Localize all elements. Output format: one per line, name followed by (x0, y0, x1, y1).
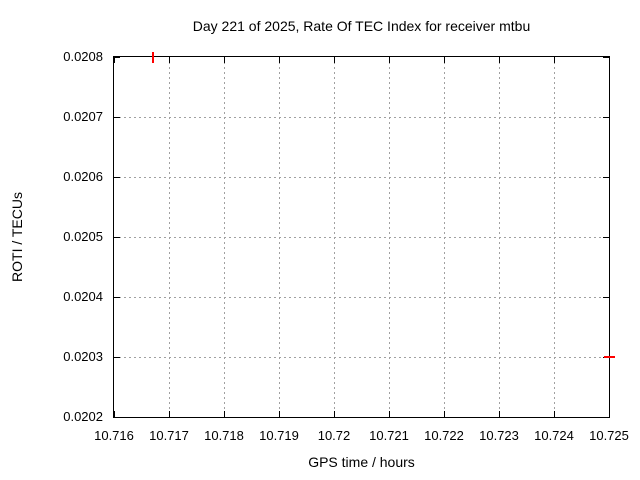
y-tick-label: 0.0204 (63, 289, 103, 304)
x-tick-mark-bottom (223, 411, 225, 417)
x-tick-mark-top (333, 57, 335, 63)
data-point-mark (603, 356, 615, 358)
y-tick-mark-left (114, 356, 120, 358)
y-gridline (114, 116, 609, 118)
x-tick-mark-top (113, 57, 115, 63)
y-gridline (114, 356, 609, 358)
x-tick-label: 10.725 (589, 428, 629, 443)
y-gridline (114, 296, 609, 298)
x-tick-label: 10.719 (259, 428, 299, 443)
y-tick-mark-right (603, 296, 609, 298)
x-tick-mark-bottom (388, 411, 390, 417)
y-tick-label: 0.0207 (63, 109, 103, 124)
y-tick-mark-left (114, 56, 120, 58)
x-tick-mark-bottom (168, 411, 170, 417)
x-tick-label: 10.721 (369, 428, 409, 443)
y-tick-label: 0.0203 (63, 349, 103, 364)
y-tick-mark-left (114, 116, 120, 118)
x-tick-mark-bottom (113, 411, 115, 417)
x-tick-mark-top (443, 57, 445, 63)
x-tick-mark-top (168, 57, 170, 63)
x-tick-mark-top (498, 57, 500, 63)
x-tick-label: 10.718 (204, 428, 244, 443)
y-tick-mark-right (603, 236, 609, 238)
x-axis-label: GPS time / hours (308, 454, 415, 470)
y-tick-mark-left (114, 236, 120, 238)
x-tick-mark-bottom (443, 411, 445, 417)
y-tick-mark-left (114, 296, 120, 298)
y-tick-mark-right (603, 116, 609, 118)
chart-title: Day 221 of 2025, Rate Of TEC Index for r… (192, 18, 531, 34)
x-tick-mark-top (278, 57, 280, 63)
y-gridline (114, 176, 609, 178)
x-tick-mark-top (553, 57, 555, 63)
y-tick-label: 0.0205 (63, 229, 103, 244)
x-tick-mark-bottom (553, 411, 555, 417)
x-tick-label: 10.723 (479, 428, 519, 443)
x-tick-label: 10.717 (149, 428, 189, 443)
y-tick-label: 0.0206 (63, 169, 103, 184)
x-tick-label: 10.716 (94, 428, 134, 443)
plot-area (113, 51, 615, 418)
y-gridline (114, 236, 609, 238)
x-tick-label: 10.722 (424, 428, 464, 443)
y-tick-mark-right (603, 176, 609, 178)
y-tick-label: 0.0202 (63, 409, 103, 424)
x-tick-mark-top (388, 57, 390, 63)
y-tick-label: 0.0208 (63, 49, 103, 64)
x-tick-mark-bottom (278, 411, 280, 417)
y-tick-mark-left (114, 176, 120, 178)
y-tick-mark-right (603, 416, 609, 418)
x-tick-mark-bottom (608, 411, 610, 417)
x-tick-mark-bottom (498, 411, 500, 417)
x-tick-mark-top (223, 57, 225, 63)
x-tick-label: 10.724 (534, 428, 574, 443)
x-tick-mark-top (608, 57, 610, 63)
y-tick-mark-left (114, 416, 120, 418)
y-tick-mark-right (603, 56, 609, 58)
x-tick-mark-bottom (333, 411, 335, 417)
data-point-mark (151, 51, 154, 63)
x-tick-label: 10.72 (317, 428, 351, 443)
y-axis-label: ROTI / TECUs (9, 192, 25, 282)
